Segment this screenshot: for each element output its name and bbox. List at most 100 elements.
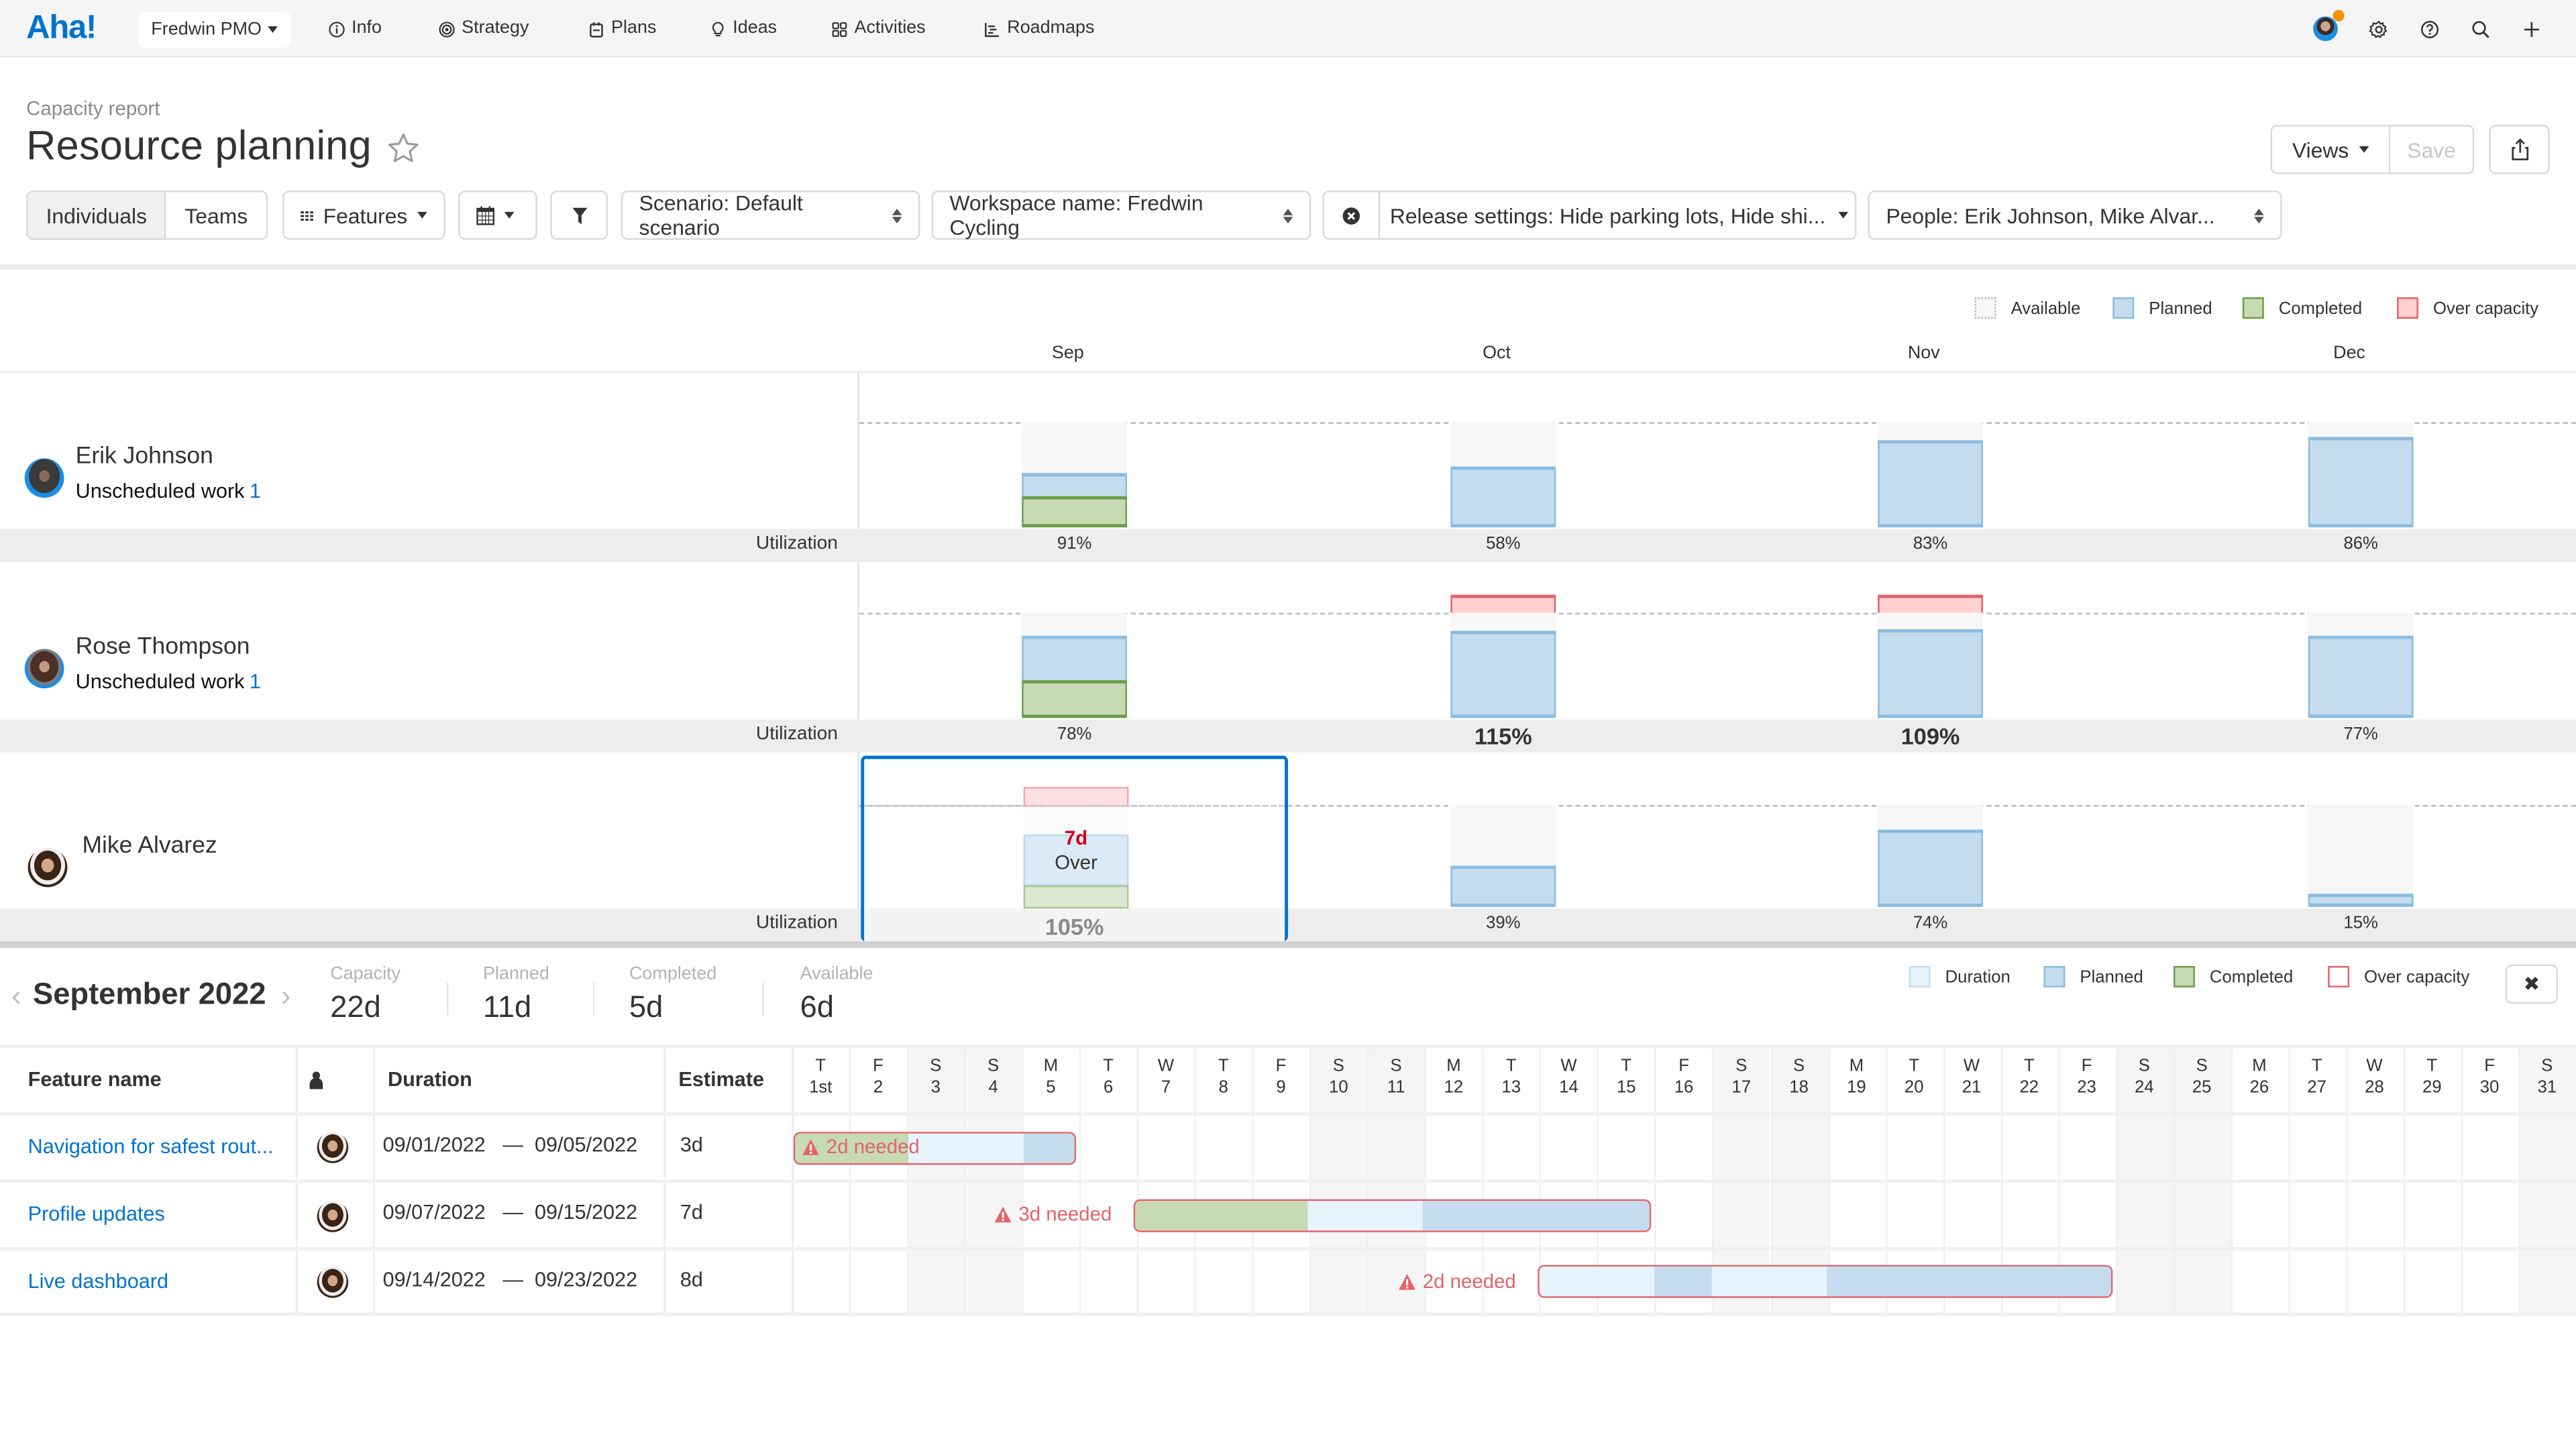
column-header-assignee[interactable] <box>309 1046 323 1112</box>
day-number: 11 <box>1387 1077 1405 1097</box>
bar-mike-oct[interactable] <box>1450 805 1556 907</box>
estimate-value: 3d <box>680 1133 703 1157</box>
feature-link[interactable]: Live dashboard <box>28 1270 168 1293</box>
view-mode-toggle: Individuals Teams <box>26 191 268 240</box>
bar-mike-nov[interactable] <box>1878 805 1983 907</box>
views-button[interactable]: Views <box>2270 125 2389 174</box>
bar-mike-dec[interactable] <box>2308 805 2414 907</box>
clear-filter-button[interactable] <box>1324 192 1381 239</box>
nav-strategy[interactable]: Strategy <box>439 16 529 41</box>
weekday-letter: S <box>2541 1056 2553 1077</box>
bar-erik-dec[interactable] <box>2308 422 2414 528</box>
help-button[interactable] <box>2414 13 2447 46</box>
bar-rose-oct[interactable] <box>1450 594 1556 718</box>
assignee-avatar <box>317 1267 349 1298</box>
bar-rose-sep[interactable] <box>1022 612 1128 718</box>
calendar-icon <box>476 206 495 225</box>
nav-ideas[interactable]: Ideas <box>710 16 777 41</box>
column-header-estimate[interactable]: Estimate <box>678 1067 765 1091</box>
column-header-feature-name[interactable]: Feature name <box>28 1067 162 1091</box>
column-header-duration[interactable]: Duration <box>387 1067 472 1091</box>
bar-erik-nov[interactable] <box>1878 422 1983 528</box>
features-dropdown[interactable]: Features <box>282 191 445 240</box>
nav-info[interactable]: Info <box>329 16 382 41</box>
utilization-label: Utilization <box>755 913 838 934</box>
search-button[interactable] <box>2464 13 2497 46</box>
nav-plans[interactable]: Plans <box>588 16 656 41</box>
warning-icon <box>802 1138 819 1155</box>
nav-activities-label: Activities <box>854 17 926 38</box>
bar-rose-nov[interactable] <box>1878 594 1983 718</box>
person-name-erik[interactable]: Erik Johnson <box>75 443 213 470</box>
release-settings-filter[interactable]: Release settings: Hide parking lots, Hid… <box>1322 191 1857 240</box>
unscheduled-count-link[interactable]: 1 <box>249 670 261 694</box>
add-button[interactable] <box>2515 13 2548 46</box>
nav-strategy-label: Strategy <box>462 17 529 38</box>
util-erik-oct: 58% <box>1486 533 1521 554</box>
day-number: 7 <box>1161 1077 1171 1097</box>
tab-individuals[interactable]: Individuals <box>28 192 167 239</box>
day-header: F 23 <box>2058 1057 2116 1099</box>
capacity-warning: 3d needed <box>994 1203 1112 1226</box>
star-icon[interactable] <box>386 131 421 166</box>
next-month-button[interactable]: › <box>280 979 291 1012</box>
nav-roadmaps[interactable]: Roadmaps <box>984 16 1095 41</box>
date-separator: — <box>502 1268 523 1291</box>
nav-info-label: Info <box>352 17 382 38</box>
legend-completed: Completed <box>2242 297 2362 319</box>
bar-erik-sep[interactable] <box>1022 422 1128 528</box>
legend-available: Available <box>1974 297 2080 319</box>
close-detail-button[interactable]: ✖ <box>2505 964 2559 1004</box>
gantt-bar-live-dashboard[interactable] <box>1538 1265 2113 1298</box>
day-number: 18 <box>1789 1077 1809 1097</box>
month-header-sep: Sep <box>1051 343 1084 364</box>
aha-logo[interactable]: Aha! <box>26 9 97 46</box>
workspace-filter-select[interactable]: Workspace name: Fredwin Cycling <box>931 191 1311 240</box>
sort-arrows-icon <box>892 207 902 223</box>
filter-button[interactable] <box>550 191 608 240</box>
day-header: W 28 <box>2346 1057 2404 1099</box>
stat-divider <box>593 982 595 1016</box>
day-header: W 14 <box>1540 1057 1598 1099</box>
detail-legend-completed-label: Completed <box>2209 967 2294 987</box>
day-header: M 19 <box>1828 1057 1886 1099</box>
day-number: 10 <box>1329 1077 1348 1097</box>
month-header-dec: Dec <box>2333 343 2366 364</box>
unscheduled-count-link[interactable]: 1 <box>249 480 261 503</box>
needed-label: 3d needed <box>1018 1202 1112 1226</box>
day-number: 2 <box>873 1077 883 1097</box>
people-filter-select[interactable]: People: Erik Johnson, Mike Alvar... <box>1868 191 2282 240</box>
scenario-select[interactable]: Scenario: Default scenario <box>621 191 920 240</box>
panel-resize-handle[interactable] <box>0 941 2576 949</box>
detail-legend-duration: Duration <box>1909 966 2010 987</box>
gantt-bar-profile-updates[interactable] <box>1133 1199 1652 1232</box>
util-mike-nov: 74% <box>1913 913 1948 934</box>
settings-button[interactable] <box>2363 13 2396 46</box>
prev-month-button[interactable]: ‹ <box>11 979 21 1012</box>
weekday-letter: M <box>1043 1056 1059 1077</box>
bar-rose-dec[interactable] <box>2308 612 2414 718</box>
breadcrumb[interactable]: Capacity report <box>26 97 160 120</box>
day-header: S 17 <box>1713 1057 1770 1099</box>
person-name-rose[interactable]: Rose Thompson <box>75 634 250 661</box>
feature-link[interactable]: Profile updates <box>28 1202 165 1226</box>
section-divider <box>0 264 2576 270</box>
end-date: 09/05/2022 <box>534 1133 638 1157</box>
bar-erik-oct[interactable] <box>1450 422 1556 528</box>
day-number: 24 <box>2135 1077 2154 1097</box>
capacity-line <box>859 612 2576 614</box>
user-avatar[interactable] <box>2313 16 2338 42</box>
over-capacity-segment <box>1023 787 1129 807</box>
feature-link[interactable]: Navigation for safest rout... <box>28 1135 274 1159</box>
save-button[interactable]: Save <box>2388 125 2475 174</box>
selected-cell-mike-sep[interactable]: 7d Over 105% <box>861 755 1289 942</box>
person-name-mike[interactable]: Mike Alvarez <box>82 833 217 859</box>
workspace-filter-label: Workspace name: Fredwin Cycling <box>949 191 1203 240</box>
nav-activities[interactable]: Activities <box>831 16 926 41</box>
workspace-selector[interactable]: Fredwin PMO <box>138 11 292 48</box>
capacity-line <box>864 805 1285 807</box>
tab-teams[interactable]: Teams <box>166 192 266 239</box>
date-range-dropdown[interactable] <box>458 191 537 240</box>
share-button[interactable] <box>2489 125 2550 174</box>
